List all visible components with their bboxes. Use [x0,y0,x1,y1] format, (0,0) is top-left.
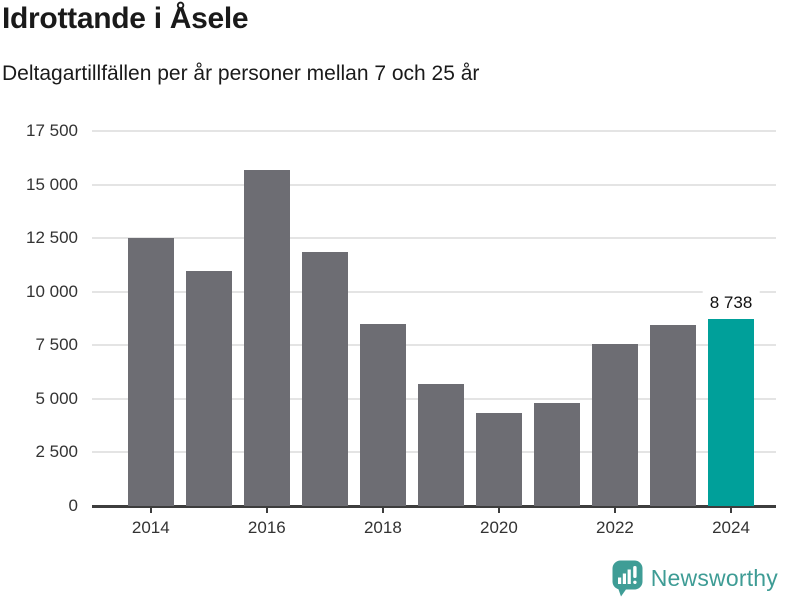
bar-2023 [649,325,696,506]
bar-chart-plot-area: 8 738 [92,130,776,508]
y-tick-label: 2 500 [35,442,78,462]
gridline [92,183,776,186]
x-axis-tick [613,506,616,513]
x-axis-tick [497,506,500,513]
x-tick-label: 2014 [131,518,170,537]
y-tick-label: 7 500 [35,335,78,355]
newsworthy-logo: Newsworthy [612,560,778,597]
bar-2016 [243,169,290,506]
x-axis-tick [265,506,268,513]
newsworthy-wordmark: Newsworthy [650,565,778,591]
y-tick-label: 12 500 [26,228,78,248]
x-axis-tick [730,506,732,513]
x-tick-label: 2016 [247,518,286,537]
bar-2014 [127,238,174,506]
bar-2015 [185,271,232,506]
gridline [92,237,776,240]
x-axis-line [92,505,776,508]
x-axis-tick [381,506,384,513]
bar-value-label: 8 738 [702,290,760,315]
y-tick-label: 15 000 [26,174,78,194]
x-tick-label: 2024 [712,518,750,537]
x-tick-label: 2018 [363,518,402,537]
gridline [92,130,776,132]
y-axis-labels: 0 2 500 5 000 7 500 10 000 12 500 15 000 17 500 [0,121,78,515]
newsworthy-bubble-chart-icon [612,560,643,597]
bar-2024 [708,318,754,506]
y-tick-label: 17 500 [26,121,78,140]
y-tick-label: 5 000 [35,388,78,408]
gridline [92,344,776,347]
y-tick-label: 0 [68,496,78,515]
bar-2018 [359,323,406,506]
bar-2020 [475,412,522,506]
y-tick-label: 10 000 [26,281,78,301]
gridline [92,290,776,293]
bar-2022 [591,344,638,506]
x-axis-tick [149,506,152,513]
page-title: Idrottande i Åsele [2,2,249,35]
x-tick-label: 2022 [596,518,634,537]
bar-2021 [533,402,580,506]
bar-2017 [301,251,348,506]
chart-subtitle: Deltagartillfällen per år personer mella… [2,62,480,85]
x-tick-label: 2020 [479,518,518,537]
bar-2019 [417,384,464,506]
